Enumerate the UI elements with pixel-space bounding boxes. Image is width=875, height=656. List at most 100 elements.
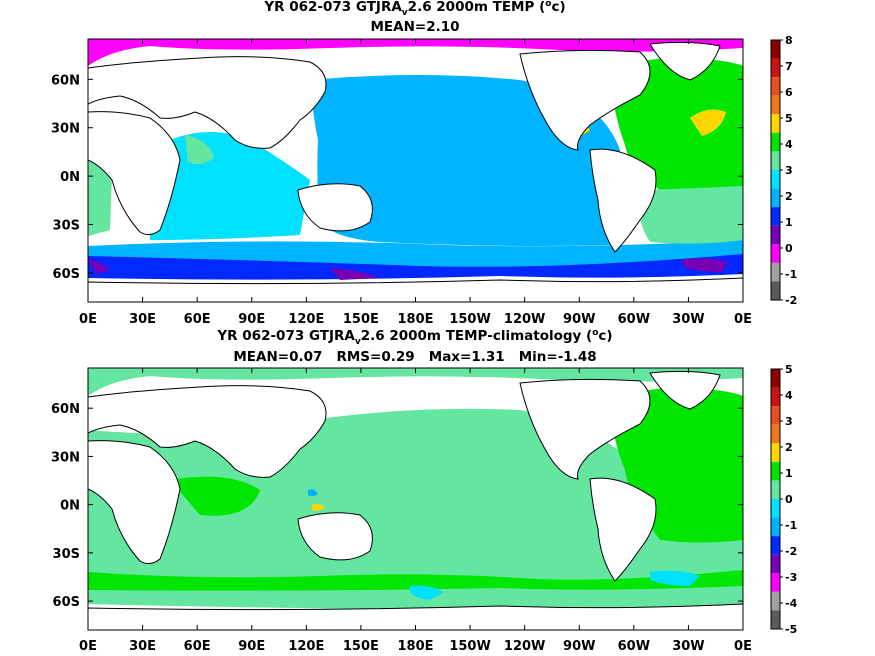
colorbar-segment xyxy=(771,443,780,462)
x-tick-label: 0E xyxy=(734,312,752,327)
continents xyxy=(88,370,743,630)
panel-bottom: YR 062-073 GTJRAv2.6 2000m TEMP-climatol… xyxy=(51,328,798,654)
southern-ocean-green xyxy=(88,570,743,591)
colorbar-segment xyxy=(771,40,780,59)
atlantic-cyan-patch xyxy=(650,570,700,586)
arabian-sea-green xyxy=(185,135,214,165)
x-tick-label: 30E xyxy=(129,312,156,327)
colorbar-tick-label: -1 xyxy=(785,268,797,281)
x-tick-label: 30W xyxy=(672,312,704,327)
panel-bottom-map xyxy=(88,368,743,630)
y-tick-label: 60S xyxy=(53,267,80,282)
x-tick-label: 150E xyxy=(343,639,379,654)
colorbar-tick-label: -1 xyxy=(785,519,797,532)
y-tick-label: 60N xyxy=(51,402,80,417)
colorbar-tick-label: 6 xyxy=(785,86,793,99)
arctic-region xyxy=(88,39,743,66)
x-tick-label: 120W xyxy=(504,639,545,654)
x-tick-label: 60W xyxy=(618,639,650,654)
colorbar-tick-label: 7 xyxy=(785,60,793,73)
south-america xyxy=(589,148,657,253)
antarctica xyxy=(88,277,743,302)
x-tick-label: 120E xyxy=(288,639,324,654)
colorbar-segment xyxy=(771,95,780,115)
colorbar-tick-label: 3 xyxy=(785,415,793,428)
colorbar-segment xyxy=(771,207,780,226)
colorbar-tick-label: 1 xyxy=(785,216,793,229)
colorbar-segment xyxy=(771,517,780,537)
indonesia-yellow xyxy=(312,504,325,511)
panel-top-map xyxy=(88,39,743,302)
indian-ocean-green xyxy=(170,476,260,516)
y-tick-label: 0N xyxy=(60,170,80,185)
ross-purple xyxy=(330,268,380,280)
eurasia xyxy=(88,385,327,478)
africa xyxy=(88,111,181,236)
y-tick-label: 30S xyxy=(53,219,80,234)
greenland xyxy=(649,370,721,410)
north-america xyxy=(519,378,651,480)
panel-top-title: YR 062-073 GTJRAv2.6 2000m TEMP (oc) xyxy=(263,0,565,18)
x-tick-label: 60E xyxy=(184,312,211,327)
colorbar-segment xyxy=(771,536,780,555)
colorbar-segment xyxy=(771,499,780,518)
panel-top-y-axis: 60N 30N 0N 30S 60S xyxy=(51,73,743,282)
panel-top-colorbar: 8 7 6 5 4 3 2 1 0 -1 -2 xyxy=(770,34,797,307)
y-tick-label: 0N xyxy=(60,499,80,514)
x-tick-label: 60E xyxy=(184,639,211,654)
x-tick-label: 0E xyxy=(734,639,752,654)
australia xyxy=(297,512,373,561)
y-tick-label: 30N xyxy=(51,122,80,137)
africa xyxy=(88,440,181,565)
colorbar-segment xyxy=(771,132,780,152)
colorbar-segment xyxy=(771,554,780,574)
colorbar-tick-label: -2 xyxy=(785,545,797,558)
colorbar-segment xyxy=(771,591,780,611)
colorbar-tick-label: 2 xyxy=(785,441,793,454)
colorbar-tick-label: 5 xyxy=(785,112,793,125)
colorbar-tick-label: -3 xyxy=(785,571,797,584)
x-tick-label: 90E xyxy=(238,312,265,327)
y-tick-label: 60N xyxy=(51,73,80,88)
colorbar-tick-label: 4 xyxy=(785,138,793,151)
atlantic-west-green xyxy=(88,160,112,236)
colorbar-segment xyxy=(771,170,780,189)
x-tick-label: 30W xyxy=(672,639,704,654)
colorbar-segment xyxy=(771,225,780,245)
colorbar-segment xyxy=(771,387,780,407)
colorbar-segment xyxy=(771,114,780,133)
colorbar-tick-label: 8 xyxy=(785,34,793,47)
x-tick-label: 150W xyxy=(449,312,490,327)
colorbar-segment xyxy=(771,424,780,444)
colorbar-segment xyxy=(771,281,780,300)
x-tick-label: 180E xyxy=(397,639,433,654)
antarctic-purple xyxy=(88,258,110,274)
indonesia-blue xyxy=(308,489,318,497)
panel-top: YR 062-073 GTJRAv2.6 2000m TEMP (oc) MEA… xyxy=(51,0,797,327)
colorbar-tick-label: 3 xyxy=(785,164,793,177)
colorbar-segment xyxy=(771,77,780,96)
x-tick-label: 120E xyxy=(288,312,324,327)
x-tick-label: 180E xyxy=(397,312,433,327)
x-tick-label: 90W xyxy=(563,639,595,654)
colorbar-tick-label: 5 xyxy=(785,363,793,376)
x-tick-label: 0E xyxy=(79,639,97,654)
x-tick-label: 60W xyxy=(618,312,650,327)
colorbar-tick-label: 4 xyxy=(785,389,793,402)
colorbar-segment xyxy=(771,369,780,388)
colorbar-tick-label: 0 xyxy=(785,493,793,506)
colorbar-tick-label: -4 xyxy=(785,597,798,610)
colorbar-segment xyxy=(771,58,780,78)
colorbar-segment xyxy=(771,406,780,425)
arctic-region xyxy=(88,368,743,396)
x-tick-label: 30E xyxy=(129,639,156,654)
panel-bottom-x-axis: 0E 30E 60E 90E 120E 150E 180E 150W 120W 90W 60W 30W… xyxy=(79,368,752,654)
ross-cyan-patch xyxy=(410,585,444,600)
north-america xyxy=(519,49,651,151)
australia xyxy=(297,183,373,232)
colorbar-tick-label: 0 xyxy=(785,242,793,255)
eurasia xyxy=(88,56,327,149)
colorbar-segment xyxy=(771,262,780,282)
panel-bottom-y-axis: 60N 30N 0N 30S 60S xyxy=(51,402,743,610)
colorbar-segment xyxy=(771,461,780,481)
